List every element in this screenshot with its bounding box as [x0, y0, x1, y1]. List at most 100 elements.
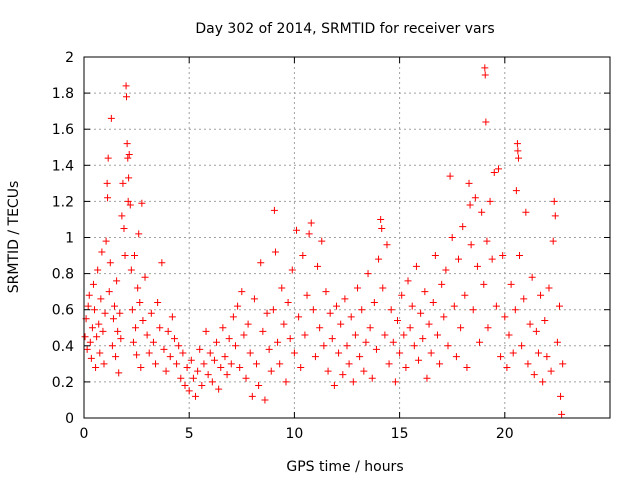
data-point: [431, 252, 439, 260]
data-point: [486, 197, 494, 205]
data-point: [467, 241, 475, 249]
data-point: [463, 363, 471, 371]
x-tick-label: 10: [285, 426, 303, 442]
data-point: [425, 320, 433, 328]
data-point: [530, 371, 538, 379]
data-point: [238, 288, 246, 296]
data-point: [248, 392, 256, 400]
data-point: [488, 255, 496, 263]
data-point: [316, 324, 324, 332]
data-point: [276, 360, 284, 368]
data-point: [543, 353, 551, 361]
data-point: [513, 140, 521, 148]
data-point: [206, 349, 214, 357]
data-point: [240, 331, 248, 339]
data-point: [481, 64, 489, 72]
data-point: [164, 327, 172, 335]
data-point: [124, 197, 132, 205]
data-point: [213, 338, 221, 346]
data-point: [324, 367, 332, 375]
data-point: [471, 194, 479, 202]
data-point: [227, 360, 235, 368]
data-point: [175, 342, 183, 350]
data-point: [108, 342, 116, 350]
data-point: [111, 302, 119, 310]
data-point: [400, 331, 408, 339]
data-point: [520, 295, 528, 303]
data-point: [408, 302, 416, 310]
data-point: [280, 320, 288, 328]
data-point: [364, 270, 372, 278]
data-point: [288, 266, 296, 274]
data-point: [152, 360, 160, 368]
data-point: [112, 353, 120, 361]
data-point: [387, 306, 395, 314]
data-point: [398, 291, 406, 299]
data-point: [236, 363, 244, 371]
data-point: [389, 338, 397, 346]
data-point: [305, 230, 313, 238]
data-points: [81, 64, 567, 418]
data-point: [106, 259, 114, 267]
data-point: [121, 252, 129, 260]
data-point: [177, 374, 185, 382]
data-point: [370, 298, 378, 306]
data-point: [412, 262, 420, 270]
data-point: [154, 298, 162, 306]
data-point: [427, 349, 435, 357]
data-point: [104, 154, 112, 162]
data-point: [274, 338, 282, 346]
data-point: [438, 280, 446, 288]
data-point: [114, 327, 122, 335]
y-tick-label: 1.8: [52, 86, 74, 102]
data-point: [223, 371, 231, 379]
data-point: [509, 349, 517, 357]
data-point: [135, 230, 143, 238]
data-point: [290, 349, 298, 357]
data-point: [295, 313, 303, 321]
data-point: [341, 295, 349, 303]
data-point: [89, 280, 97, 288]
data-point: [202, 327, 210, 335]
data-point: [337, 320, 345, 328]
data-point: [404, 277, 412, 285]
data-point: [381, 331, 389, 339]
data-point: [91, 306, 99, 314]
data-point: [347, 313, 355, 321]
data-point: [557, 392, 565, 400]
data-point: [303, 291, 311, 299]
data-point: [322, 288, 330, 296]
data-point: [113, 277, 121, 285]
data-point: [484, 324, 492, 332]
data-point: [81, 333, 89, 341]
data-point: [505, 331, 513, 339]
data-point: [208, 378, 216, 386]
data-point: [476, 338, 484, 346]
y-tick-label: 0.8: [52, 267, 74, 283]
data-point: [107, 114, 115, 122]
data-point: [265, 345, 273, 353]
data-point: [173, 360, 181, 368]
y-tick-label: 0.2: [52, 375, 74, 391]
data-point: [492, 302, 500, 310]
data-point: [126, 201, 134, 209]
data-point: [85, 291, 93, 299]
data-point: [253, 360, 261, 368]
data-point: [301, 331, 309, 339]
data-point: [271, 248, 279, 256]
data-point: [433, 331, 441, 339]
data-point: [526, 320, 534, 328]
data-point: [514, 147, 522, 155]
data-point: [385, 360, 393, 368]
data-point: [255, 382, 263, 390]
data-point: [516, 252, 524, 260]
data-point: [366, 324, 374, 332]
data-point: [125, 150, 133, 158]
data-point: [92, 363, 100, 371]
data-point: [368, 374, 376, 382]
data-point: [436, 360, 444, 368]
data-point: [105, 288, 113, 296]
data-point: [377, 215, 385, 223]
